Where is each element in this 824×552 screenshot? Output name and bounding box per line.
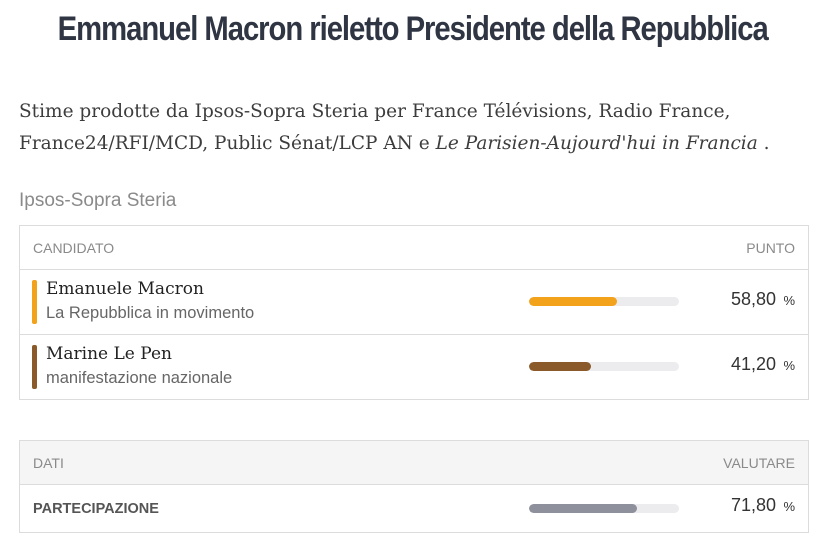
candidate-name: Marine Le Pen — [46, 344, 172, 364]
candidate-party: La Repubblica in movimento — [46, 304, 255, 322]
percent-sign: % — [783, 358, 795, 373]
description-end: . — [757, 133, 770, 154]
vote-percentage: 41,20 — [730, 354, 776, 374]
percent-sign: % — [783, 293, 795, 308]
results-header: CANDIDATO PUNTO — [20, 226, 808, 270]
description-text: Stime prodotte da Ipsos-Sopra Steria per… — [19, 101, 731, 154]
vote-bar-track — [529, 297, 679, 306]
party-color-stripe — [32, 345, 37, 389]
vote-percentage: 58,80 — [730, 289, 776, 309]
participation-value: 71,80 — [730, 495, 776, 515]
column-points: PUNTO — [746, 240, 795, 256]
column-data: DATI — [33, 455, 64, 471]
vote-bar-fill — [529, 297, 618, 306]
percent-sign: % — [783, 499, 795, 514]
description-italic: Le Parisien-Aujourd'hui in Francia — [435, 133, 758, 154]
party-color-stripe — [32, 280, 37, 324]
vote-bar-track — [529, 362, 679, 371]
candidate-row: Marine Le Pen manifestazione nazionale 4… — [20, 335, 808, 399]
vote-bar-fill — [529, 362, 591, 371]
results-table: CANDIDATO PUNTO Emanuele Macron La Repub… — [19, 225, 809, 400]
candidate-name: Emanuele Macron — [46, 279, 204, 299]
participation-bar-track — [529, 504, 679, 513]
candidate-row: Emanuele Macron La Repubblica in movimen… — [20, 270, 808, 335]
participation-row: PARTECIPAZIONE 71,80 % — [20, 485, 808, 532]
candidate-party: manifestazione nazionale — [46, 369, 233, 387]
stats-header: DATI VALUTARE — [20, 441, 808, 485]
column-value: VALUTARE — [723, 455, 795, 471]
column-candidate: CANDIDATO — [33, 240, 115, 256]
participation-bar-fill — [529, 504, 637, 513]
participation-label: PARTECIPAZIONE — [33, 501, 159, 517]
description: Stime prodotte da Ipsos-Sopra Steria per… — [19, 96, 809, 160]
source-label: Ipsos-Sopra Steria — [19, 190, 177, 211]
stats-table: DATI VALUTARE PARTECIPAZIONE 71,80 % — [19, 440, 809, 533]
page-title: Emmanuel Macron rieletto Presidente dell… — [57, 10, 769, 48]
